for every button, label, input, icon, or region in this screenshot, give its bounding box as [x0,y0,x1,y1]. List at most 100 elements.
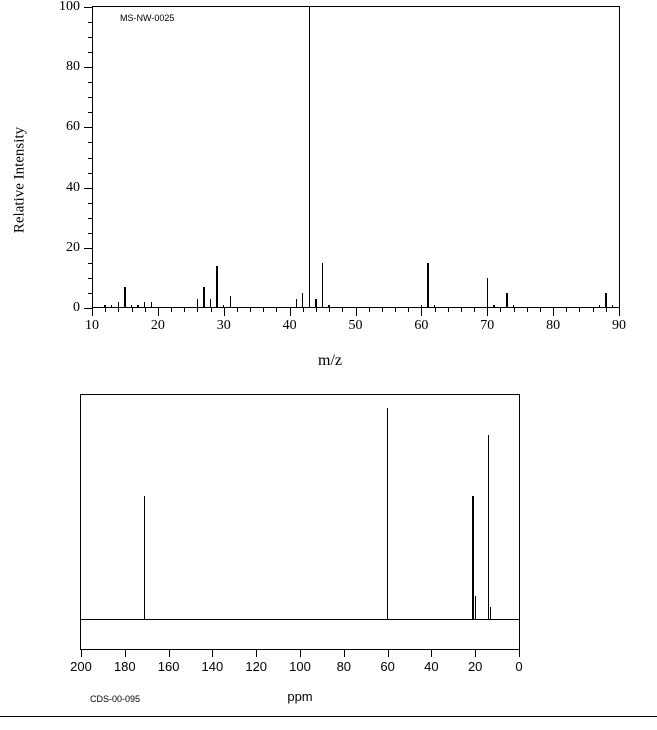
ms-xtick-minor [593,308,594,312]
ms-ytick-minor [88,82,92,83]
nmr-peak [387,408,388,618]
ms-peak [151,302,152,308]
ms-xtick-minor [606,308,607,312]
ms-xtick-minor [105,308,106,312]
ms-ytick-minor [88,278,92,279]
nmr-footer-label: CDS-00-095 [90,694,140,704]
nmr-xtick-label: 20 [468,659,482,674]
ms-chart: Relative Intensity MS-NW-0025 0204060801… [40,0,620,360]
ms-ytick-minor [88,263,92,264]
ms-ytick-label: 0 [73,300,80,316]
ms-xtick-minor [263,308,264,312]
ms-xtick-minor [342,308,343,312]
ms-peak [434,305,435,308]
ms-peak [118,302,119,308]
nmr-xtick [212,649,213,657]
ms-peak [599,305,600,308]
ms-xtick-minor [382,308,383,312]
ms-xtick-label: 30 [217,318,231,334]
nmr-peak [144,496,145,619]
nmr-xtick-label: 120 [245,659,267,674]
ms-peak [513,305,514,308]
ms-ytick [84,67,92,68]
ms-xtick-label: 70 [480,318,494,334]
ms-xtick-minor [276,308,277,312]
ms-xtick-minor [395,308,396,312]
nmr-xtick [388,649,389,657]
ms-peak [296,299,297,308]
ms-xtick-label: 80 [546,318,560,334]
ms-y-axis [92,7,93,308]
ms-peak [421,305,422,308]
nmr-xtick [300,649,301,657]
ms-peak [210,299,211,308]
ms-peak [104,305,105,308]
ms-xtick-minor [171,308,172,312]
ms-xtick-minor [132,308,133,312]
ms-peak [230,296,231,308]
ms-ytick-minor [88,112,92,113]
ms-xtick [553,308,554,316]
nmr-xtick [519,649,520,657]
ms-xtick-minor [145,308,146,312]
ms-xtick-minor [211,308,212,312]
ms-xtick-minor [435,308,436,312]
ms-ytick-minor [88,37,92,38]
ms-xtick [619,308,620,316]
nmr-xtick-label: 200 [70,659,92,674]
ms-peak [309,7,310,308]
spectra-figure: Relative Intensity MS-NW-0025 0 20 40 60 80 1… [0,0,657,730]
ms-peak [427,263,428,308]
ms-xtick-minor [474,308,475,312]
nmr-xtick-label: 100 [289,659,311,674]
ms-xtick-label: 50 [349,318,363,334]
ms-ytick-minor [88,203,92,204]
nmr-xtick-label: 40 [424,659,438,674]
ms-xtick-minor [514,308,515,312]
nmr-xtick [344,649,345,657]
ms-xtick-minor [118,308,119,312]
ms-ytick-label: 80 [66,59,80,75]
ms-peak [315,299,316,308]
ms-xtick-minor [448,308,449,312]
ms-peak [223,305,224,308]
nmr-xtick-label: 0 [515,659,522,674]
ms-peak [605,293,606,308]
ms-corner-label: MS-NW-0025 [120,13,174,23]
ms-ytick-minor [88,218,92,219]
ms-ytick [84,248,92,249]
nmr-xtick-label: 80 [337,659,351,674]
ms-ytick-label: 100 [59,0,80,15]
ms-peak [487,278,488,308]
ms-peak [216,266,217,308]
nmr-xtick [169,649,170,657]
ms-ytick-minor [88,52,92,53]
ms-xtick-minor [500,308,501,312]
ms-xtick-minor [369,308,370,312]
ms-xtick [224,308,225,316]
ms-peak [197,299,198,308]
ms-xtick-label: 10 [85,318,99,334]
ms-xtick-minor [250,308,251,312]
nmr-xtick-label: 140 [202,659,224,674]
nmr-xtick-label: 160 [158,659,180,674]
ms-xtick-label: 90 [612,318,626,334]
ms-xtick [92,308,93,316]
ms-peak [322,263,323,308]
nmr-xtick-label: 180 [114,659,136,674]
nmr-peak [472,496,473,619]
ms-xlabel: m/z [318,352,342,370]
nmr-plot-area: 200180160140120100806040200 [80,394,520,650]
nmr-chart: 200180160140120100806040200 ppm CDS-00-0… [60,390,540,700]
nmr-xlabel: ppm [287,689,312,704]
ms-xtick-label: 60 [414,318,428,334]
ms-ytick-minor [88,158,92,159]
nmr-xtick [475,649,476,657]
ms-ylabel: Relative Intensity [12,127,29,233]
nmr-baseline [81,619,519,620]
ms-ytick-label: 60 [66,119,80,135]
nmr-peak [475,596,476,618]
ms-ytick-minor [88,142,92,143]
ms-xtick-minor [540,308,541,312]
ms-xtick-minor [316,308,317,312]
